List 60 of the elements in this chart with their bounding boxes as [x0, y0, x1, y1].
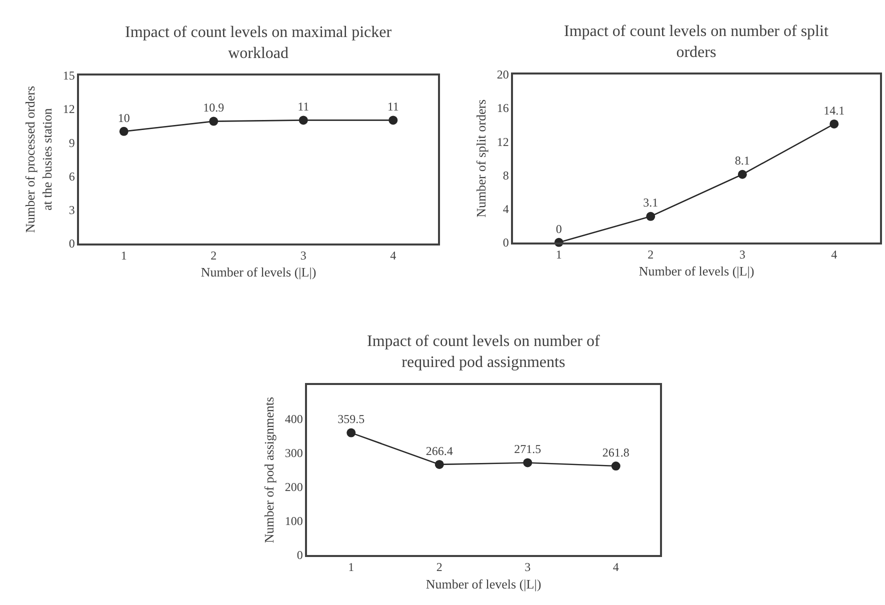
y-tick-label: 0 [68, 236, 75, 251]
y-tick-label: 20 [496, 68, 509, 82]
data-label: 14.1 [824, 103, 845, 118]
data-label: 10.9 [203, 100, 224, 115]
x-axis-title: Number of levels (|L|) [200, 264, 316, 280]
x-tick-label: 3 [524, 560, 531, 574]
y-axis-title: Number of pod assignments [261, 396, 276, 544]
point [738, 170, 747, 179]
y-tick-label: 3 [68, 203, 75, 217]
point [346, 428, 356, 438]
x-axis-title: Number of levels (|L|) [638, 264, 754, 279]
y-tick-label: 9 [68, 136, 75, 150]
data-label: 10 [118, 110, 130, 125]
x-tick-label: 4 [390, 248, 396, 263]
y-tick-label: 100 [284, 514, 303, 528]
x-tick-label: 2 [648, 248, 654, 262]
x-axis-title: Number of levels (|L|) [426, 576, 542, 592]
x-tick-label: 1 [348, 560, 354, 574]
chart-title: Impact of count levels on maximal picker workload [125, 24, 392, 62]
y-tick-label: 4 [502, 202, 509, 216]
y-tick-label: 8 [502, 168, 509, 182]
point [298, 116, 308, 125]
data-label: 266.4 [426, 444, 453, 458]
data-label: 271.5 [514, 442, 542, 456]
y-tick-label: 12 [62, 102, 75, 116]
y-tick-label: 0 [502, 236, 509, 250]
y-tick-label: 6 [68, 169, 75, 184]
data-label: 11 [387, 100, 399, 114]
point [830, 119, 839, 128]
point [388, 116, 398, 125]
x-tick-label: 3 [739, 248, 746, 262]
y-axis-title: Number of split orders [473, 99, 488, 218]
y-tick-label: 200 [284, 480, 303, 494]
data-label: 3.1 [643, 196, 658, 210]
point [523, 458, 532, 468]
x-tick-label: 2 [436, 560, 442, 574]
x-tick-label: 1 [556, 248, 562, 262]
data-label: 261.8 [602, 445, 630, 460]
data-label: 8.1 [734, 154, 750, 168]
data-label: 11 [298, 100, 310, 114]
chart-title: Impact of count levels on number of required pod assignments [367, 333, 600, 371]
data-label: 0 [556, 222, 562, 236]
x-tick-label: 4 [831, 248, 838, 262]
y-axis-title: Number of processed orders at the busies station [22, 86, 54, 233]
point [434, 460, 444, 469]
y-tick-label: 15 [62, 68, 75, 83]
y-tick-label: 12 [496, 134, 509, 149]
y-tick-label: 0 [296, 548, 303, 562]
point [119, 126, 128, 136]
y-tick-label: 300 [284, 446, 303, 460]
x-tick-label: 4 [612, 560, 619, 574]
point [209, 116, 218, 126]
x-tick-label: 1 [120, 248, 127, 263]
point [646, 212, 656, 221]
chart-title: Impact of count levels on number of split orders [564, 23, 829, 61]
y-tick-label: 400 [284, 412, 303, 426]
point [611, 462, 620, 471]
data-label: 359.5 [338, 412, 365, 426]
x-tick-label: 2 [210, 248, 217, 263]
y-tick-label: 16 [496, 101, 509, 116]
